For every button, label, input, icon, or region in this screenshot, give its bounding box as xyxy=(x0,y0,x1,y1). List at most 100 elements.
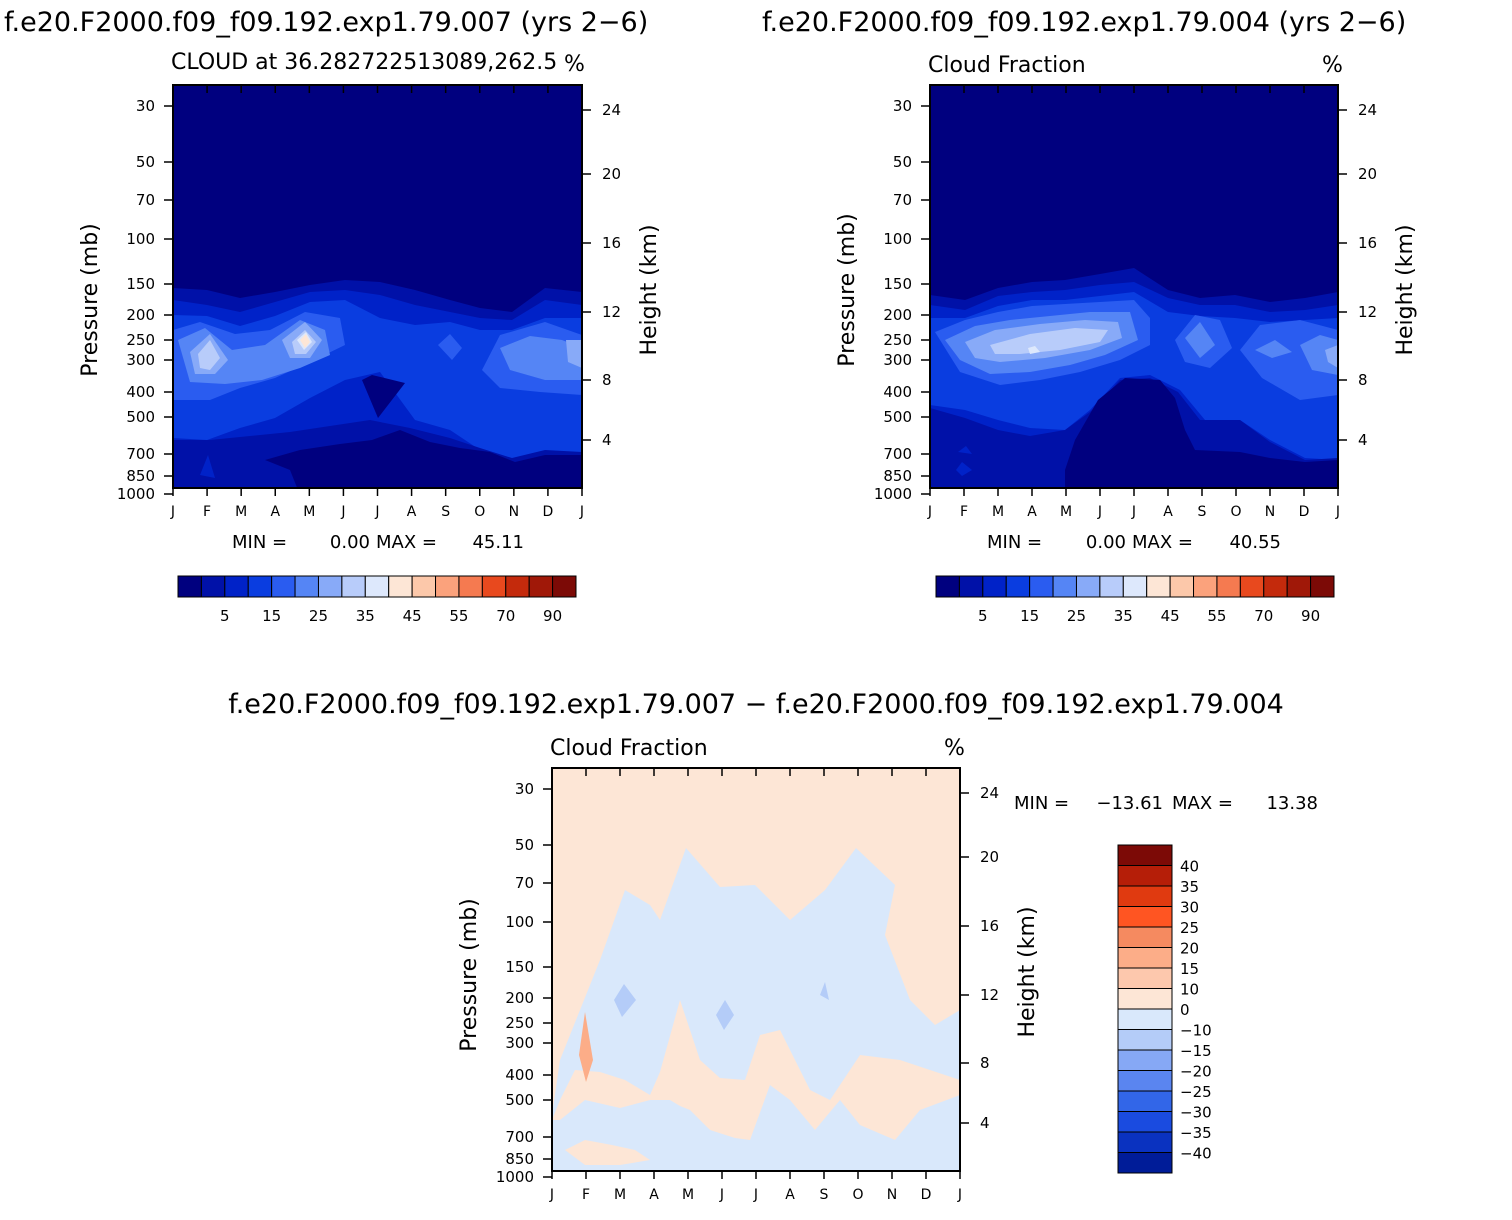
left-colorbar-label: 70 xyxy=(496,607,515,625)
difference-colorbar-box xyxy=(1117,844,1173,866)
right-contour-field xyxy=(930,85,1338,488)
difference-colorbar-box xyxy=(1117,1070,1173,1092)
right-plot-title: f.e20.F2000.f09_f09.192.exp1.79.004 (yrs… xyxy=(762,7,1406,38)
difference-height-label: 16 xyxy=(980,917,999,935)
right-colorbar-box xyxy=(1286,575,1312,598)
difference-colorbar-label: 15 xyxy=(1180,960,1199,978)
right-month-label: J xyxy=(927,504,932,520)
left-colorbar-box xyxy=(317,575,343,598)
difference-pressure-label: 500 xyxy=(505,1091,534,1109)
right-colorbar-box xyxy=(1169,575,1195,598)
difference-month-label: A xyxy=(649,1187,659,1203)
left-pressure-label: 400 xyxy=(126,383,155,401)
left-colorbar-box xyxy=(458,575,483,598)
left-month-label: F xyxy=(203,504,211,520)
difference-month-label: M xyxy=(614,1187,626,1203)
left-colorbar-label: 25 xyxy=(309,607,328,625)
left-pressure-label: 50 xyxy=(136,153,155,171)
difference-month-label: A xyxy=(785,1187,795,1203)
difference-month-label: D xyxy=(921,1187,932,1203)
right-colorbar-box xyxy=(1263,575,1288,598)
difference-colorbar-box xyxy=(1117,865,1173,887)
difference-month-label: F xyxy=(582,1187,590,1203)
difference-month-label: J xyxy=(957,1187,962,1203)
difference-colorbar-box xyxy=(1117,1152,1173,1174)
left-pressure-label: 100 xyxy=(126,230,155,248)
right-colorbar-label: 70 xyxy=(1254,607,1273,625)
left-height-label: 16 xyxy=(602,234,621,252)
right-height-label: 24 xyxy=(1358,101,1377,119)
right-colorbar: 5 15 25 35 45 55 70 90 xyxy=(935,575,1335,625)
left-pressure-label: 250 xyxy=(126,331,155,349)
left-pressure-label: 500 xyxy=(126,408,155,426)
right-month-label: J xyxy=(1097,504,1102,520)
right-colorbar-box xyxy=(1310,575,1335,598)
left-colorbar-box xyxy=(200,575,226,598)
difference-colorbar-box xyxy=(1117,988,1173,1010)
left-month-label: J xyxy=(579,504,584,520)
left-max-value: 45.11 xyxy=(472,532,524,553)
difference-y-axis-label: Pressure (mb) xyxy=(457,898,482,1052)
difference-colorbar-label: −40 xyxy=(1180,1145,1212,1163)
left-month-label: A xyxy=(270,504,280,520)
left-colorbar-label: 35 xyxy=(356,607,375,625)
right-pressure-label: 100 xyxy=(883,230,912,248)
difference-month-label: J xyxy=(719,1187,724,1203)
left-colorbar-label: 55 xyxy=(449,607,468,625)
left-y2-axis-label: Height (km) xyxy=(637,224,662,355)
difference-month-label: M xyxy=(682,1187,694,1203)
right-colorbar-label: 90 xyxy=(1301,607,1320,625)
right-plot-subtitle: Cloud Fraction xyxy=(928,53,1086,78)
left-height-label: 12 xyxy=(602,303,621,321)
left-height-label: 24 xyxy=(602,101,621,119)
right-month-label: J xyxy=(1131,504,1136,520)
left-colorbar: 5 15 25 35 45 55 70 90 xyxy=(177,575,577,625)
right-height-label: 20 xyxy=(1358,165,1377,183)
difference-pressure-label: 300 xyxy=(505,1034,534,1052)
left-month-label: D xyxy=(543,504,554,520)
right-colorbar-box xyxy=(1075,575,1101,598)
right-pressure-label: 300 xyxy=(883,351,912,369)
right-plot-units: % xyxy=(1322,53,1343,78)
difference-min-value: −13.61 xyxy=(1096,793,1163,814)
difference-y2-axis-label: Height (km) xyxy=(1015,906,1040,1037)
right-pressure-label: 30 xyxy=(893,97,912,115)
difference-max-value: 13.38 xyxy=(1266,793,1318,814)
left-panel: CLOUD at 36.282722513089,262.5 % Pressur… xyxy=(78,50,662,625)
right-pressure-label: 70 xyxy=(893,191,912,209)
difference-colorbar-label: 25 xyxy=(1180,919,1199,937)
right-month-label: D xyxy=(1299,504,1310,520)
right-pressure-label: 700 xyxy=(883,445,912,463)
left-month-label: J xyxy=(340,504,345,520)
difference-colorbar-box xyxy=(1117,1111,1173,1133)
left-colorbar-label: 15 xyxy=(262,607,281,625)
difference-colorbar-label: 40 xyxy=(1180,858,1199,876)
difference-colorbar: 40 35 30 25 20 15 10 0 −10 −15 −20 −25 −30 −35 −40 xyxy=(1117,844,1212,1174)
right-colorbar-label: 5 xyxy=(978,607,988,625)
difference-pressure-label: 100 xyxy=(505,913,534,931)
right-colorbar-box xyxy=(1099,575,1124,598)
right-pressure-label: 850 xyxy=(883,467,912,485)
left-month-label: O xyxy=(474,504,485,520)
difference-colorbar-label: 35 xyxy=(1180,878,1199,896)
right-colorbar-label: 45 xyxy=(1161,607,1180,625)
difference-colorbar-label: −35 xyxy=(1180,1124,1212,1142)
difference-plot-subtitle: Cloud Fraction xyxy=(550,736,708,761)
left-plot-units: % xyxy=(564,52,585,77)
difference-pressure-label: 30 xyxy=(515,780,534,798)
difference-month-label: N xyxy=(887,1187,897,1203)
left-month-label: J xyxy=(374,504,379,520)
right-colorbar-label: 55 xyxy=(1207,607,1226,625)
left-colorbar-box xyxy=(435,575,460,598)
right-max-label: MAX = xyxy=(1132,532,1193,553)
right-colorbar-box xyxy=(958,575,984,598)
difference-colorbar-label: 30 xyxy=(1180,899,1199,917)
right-colorbar-box xyxy=(1029,575,1054,598)
right-month-label: J xyxy=(1335,504,1340,520)
difference-pressure-label: 850 xyxy=(505,1150,534,1168)
difference-colorbar-label: −30 xyxy=(1180,1104,1212,1122)
left-pressure-label: 700 xyxy=(126,445,155,463)
right-height-label: 4 xyxy=(1358,431,1368,449)
difference-colorbar-label: 0 xyxy=(1180,1001,1190,1019)
right-height-label: 8 xyxy=(1358,371,1368,389)
